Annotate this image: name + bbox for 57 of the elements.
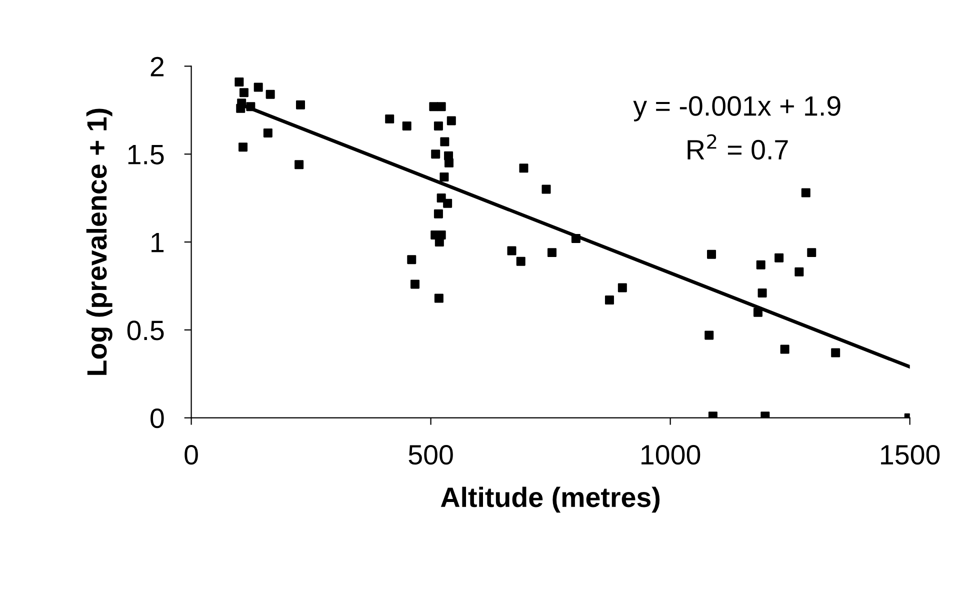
annotation: y = -0.001x + 1.9 — [633, 96, 840, 122]
annotation: R$^{2}$ = 0.7 — [688, 134, 788, 160]
y-axis-title: Log (prevalence + 1) — [86, 108, 112, 375]
x-tick-label: 0 — [184, 444, 198, 465]
point — [756, 260, 766, 270]
point — [236, 104, 246, 113]
point — [443, 198, 452, 208]
point — [263, 128, 272, 138]
x-tick-label: 1000 — [642, 444, 700, 465]
point — [266, 90, 275, 99]
point — [547, 248, 556, 258]
point — [507, 246, 516, 256]
point — [801, 188, 810, 198]
point — [807, 248, 816, 258]
point — [542, 184, 551, 194]
point — [434, 294, 444, 303]
x-tick-label: 1500 — [881, 444, 940, 465]
point — [753, 308, 762, 317]
point — [234, 78, 244, 87]
x-axis-title: Altitude (metres) — [440, 486, 660, 513]
point — [604, 296, 614, 305]
point — [246, 102, 256, 112]
point — [446, 116, 456, 126]
point — [794, 267, 804, 276]
point — [519, 164, 528, 173]
x-tick-label: 500 — [408, 444, 453, 465]
point — [444, 158, 454, 168]
point — [410, 280, 420, 289]
point — [707, 250, 716, 259]
point — [774, 253, 784, 262]
y-tick-label: 0.5 — [127, 320, 164, 340]
point — [704, 330, 714, 340]
point — [385, 114, 394, 124]
point — [758, 288, 767, 298]
y-tick-label: 2 — [150, 56, 164, 76]
y-tick-label: 1 — [152, 232, 164, 252]
point — [440, 137, 450, 146]
point — [440, 172, 449, 182]
point — [402, 121, 412, 130]
point — [831, 348, 840, 358]
point — [238, 142, 248, 152]
point — [618, 283, 627, 292]
point — [429, 102, 438, 112]
point — [239, 88, 248, 98]
point — [436, 102, 446, 112]
point — [296, 100, 306, 110]
point — [254, 82, 263, 92]
y-tick-label: 0 — [150, 408, 164, 428]
point — [431, 150, 440, 159]
y-tick-label: 1.5 — [128, 145, 164, 164]
point — [516, 256, 526, 266]
point — [407, 255, 416, 264]
point — [780, 344, 790, 354]
point — [571, 234, 580, 243]
point — [434, 209, 443, 218]
point — [294, 160, 304, 170]
point — [434, 121, 443, 130]
